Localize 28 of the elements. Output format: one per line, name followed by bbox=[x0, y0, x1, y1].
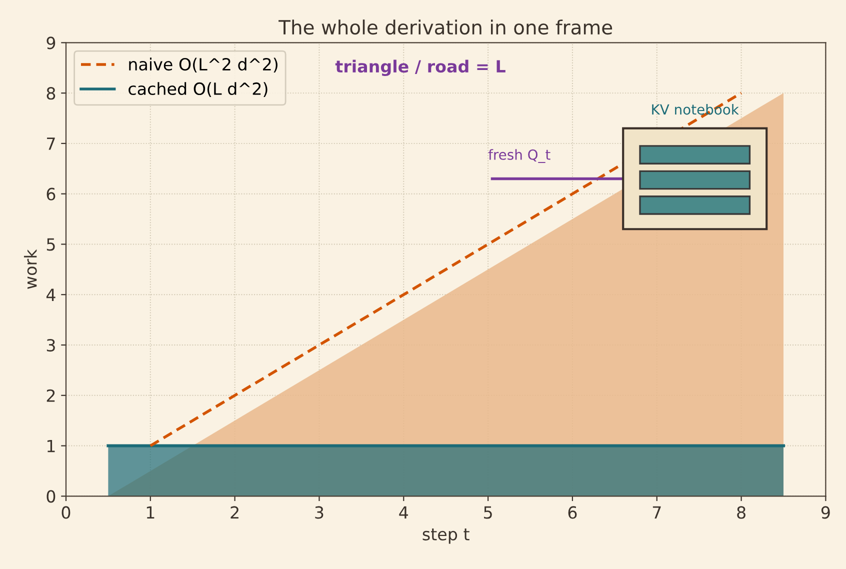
y-tick-label: 6 bbox=[46, 188, 56, 200]
x-tick-label: 4 bbox=[399, 506, 408, 519]
y-tick-label: 1 bbox=[47, 440, 55, 452]
x-tick-label: 8 bbox=[737, 506, 746, 519]
y-tick-label: 0 bbox=[46, 490, 56, 503]
y-axis-title: work bbox=[24, 249, 37, 289]
x-tick-label: 6 bbox=[568, 506, 577, 519]
x-tick-label: 3 bbox=[315, 506, 324, 519]
x-tick-label: 9 bbox=[821, 506, 830, 519]
y-tick-label: 2 bbox=[46, 389, 55, 402]
legend-label: naive O(L^2 d^2) bbox=[129, 58, 278, 73]
y-tick-label: 5 bbox=[46, 238, 55, 251]
chart-title: The whole derivation in one frame bbox=[278, 20, 612, 35]
x-tick-label: 1 bbox=[146, 506, 154, 519]
x-tick-label: 0 bbox=[62, 506, 70, 519]
legend-label: cached O(L d^2) bbox=[128, 82, 268, 97]
y-tick-label: 3 bbox=[46, 338, 55, 352]
y-tick-label: 8 bbox=[46, 87, 56, 100]
annotation: triangle / road = L bbox=[335, 60, 506, 76]
y-tick-label: 9 bbox=[46, 36, 56, 50]
x-tick-label: 7 bbox=[652, 506, 661, 519]
y-tick-label: 7 bbox=[47, 138, 55, 150]
annotation: KV notebook bbox=[652, 104, 739, 115]
annotation: fresh Q_t bbox=[488, 149, 550, 163]
y-tick-label: 4 bbox=[46, 288, 56, 301]
x-tick-label: 2 bbox=[230, 506, 238, 519]
x-tick-label: 5 bbox=[484, 506, 492, 519]
x-axis-title: step t bbox=[422, 528, 470, 544]
